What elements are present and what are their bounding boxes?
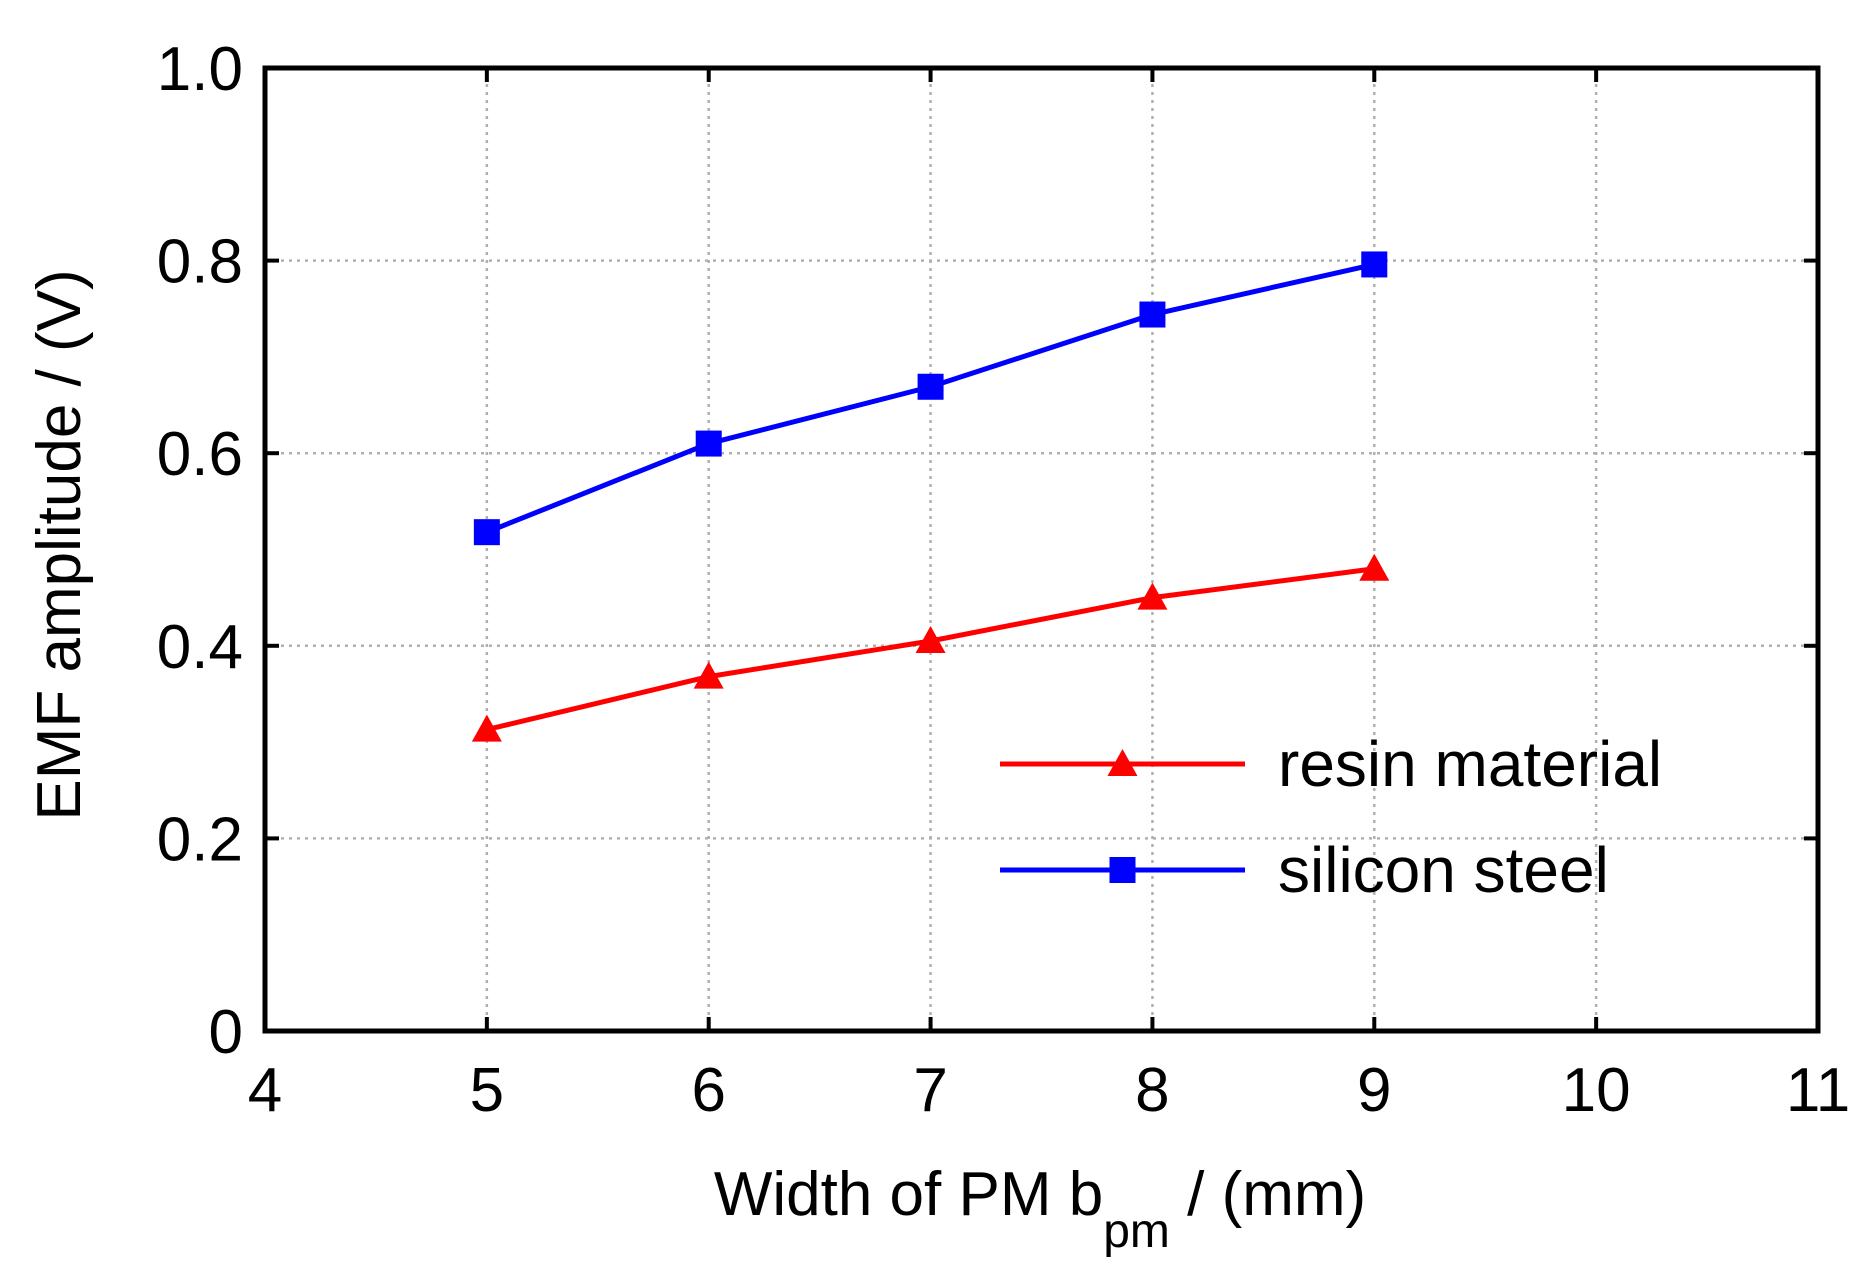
legend-label: resin material [1278, 728, 1662, 800]
y-axis-title: EMF amplitude / (V) [25, 269, 94, 820]
x-axis-title-subscript: pm [1103, 1205, 1170, 1258]
legend-item: silicon steel [1000, 834, 1609, 906]
series-resin-material [471, 553, 1390, 742]
legend-label: silicon steel [1278, 834, 1609, 906]
x-tick-label: 8 [1135, 1056, 1169, 1125]
series-layer [471, 251, 1390, 742]
data-point [1361, 251, 1388, 278]
data-point [1137, 582, 1168, 610]
x-tick-label: 11 [1786, 1056, 1850, 1125]
y-tick-label: 0 [209, 998, 243, 1067]
x-axis-title-suffix: / (mm) [1170, 1160, 1366, 1229]
grid-lines [265, 68, 1818, 1031]
x-tick-label: 9 [1357, 1056, 1391, 1125]
legend-marker [1107, 749, 1138, 776]
data-point [695, 430, 722, 457]
data-point [693, 661, 724, 689]
y-tick-label: 0.2 [157, 805, 243, 874]
x-tick-labels: 4 5 6 7 8 9 10 11 [248, 1056, 1850, 1125]
plot-area-frame [262, 65, 1821, 1034]
x-axis-title: Width of PM bpm / (mm) [714, 1160, 1366, 1258]
x-tick-label: 6 [691, 1056, 725, 1125]
x-tick-label: 7 [913, 1056, 947, 1125]
y-tick-labels: 0 0.2 0.4 0.6 0.8 1.0 [157, 35, 243, 1067]
data-point [1139, 301, 1166, 328]
x-tick-label: 10 [1562, 1056, 1631, 1125]
legend-item: resin material [1000, 728, 1662, 800]
legend-marker [1109, 857, 1136, 883]
data-point [471, 714, 502, 742]
x-tick-label: 5 [470, 1056, 504, 1125]
legend: resin material silicon steel [1000, 728, 1662, 906]
x-tick-label: 4 [248, 1056, 282, 1125]
y-tick-label: 0.4 [157, 613, 243, 682]
y-tick-label: 1.0 [157, 35, 243, 104]
y-tick-label: 0.6 [157, 420, 243, 489]
y-tick-label: 0.8 [157, 228, 243, 297]
x-axis-title-main: Width of PM b [714, 1160, 1103, 1229]
data-point [1359, 553, 1390, 581]
data-point [473, 519, 500, 546]
series-silicon-steel [473, 251, 1388, 546]
data-point [917, 373, 944, 400]
data-point [915, 625, 946, 653]
